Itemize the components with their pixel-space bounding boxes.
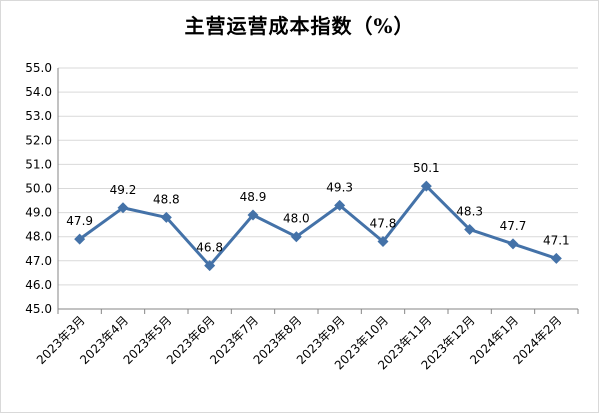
y-tick-label: 51.0 <box>25 157 52 171</box>
series-line <box>78 184 557 268</box>
data-point-marker <box>550 252 562 264</box>
data-label: 48.3 <box>456 204 483 218</box>
data-point-marker <box>117 202 129 214</box>
data-point-marker <box>74 233 86 245</box>
y-tick-label: 45.0 <box>25 302 52 316</box>
y-tick-label: 50.0 <box>25 182 52 196</box>
y-tick-label: 54.0 <box>25 85 52 99</box>
data-label: 47.7 <box>500 219 527 233</box>
data-label: 49.3 <box>326 180 353 194</box>
y-tick-label: 49.0 <box>25 206 52 220</box>
data-point-marker <box>160 211 172 223</box>
data-point-marker <box>507 238 519 250</box>
data-label: 47.1 <box>543 233 570 247</box>
y-tick-label: 53.0 <box>25 109 52 123</box>
data-label: 47.9 <box>66 214 93 228</box>
chart-title: 主营运营成本指数（%） <box>184 14 415 38</box>
data-point-marker <box>204 260 216 272</box>
data-label: 46.8 <box>196 241 223 255</box>
data-label: 48.9 <box>240 190 267 204</box>
data-label: 48.8 <box>153 192 180 206</box>
data-point-marker <box>334 199 346 211</box>
data-point-marker <box>464 223 476 235</box>
data-point-marker <box>420 180 432 192</box>
y-tick-label: 55.0 <box>25 61 52 75</box>
data-point-marker <box>247 209 259 221</box>
y-tick-label: 52.0 <box>25 133 52 147</box>
data-label: 49.2 <box>110 183 137 197</box>
data-label: 48.0 <box>283 212 310 226</box>
data-point-marker <box>377 236 389 248</box>
y-tick-label: 47.0 <box>25 254 52 268</box>
data-point-marker <box>290 231 302 243</box>
data-label: 47.8 <box>370 217 397 231</box>
y-tick-label: 48.0 <box>25 230 52 244</box>
data-label: 50.1 <box>413 161 440 175</box>
y-tick-label: 46.0 <box>25 278 52 292</box>
